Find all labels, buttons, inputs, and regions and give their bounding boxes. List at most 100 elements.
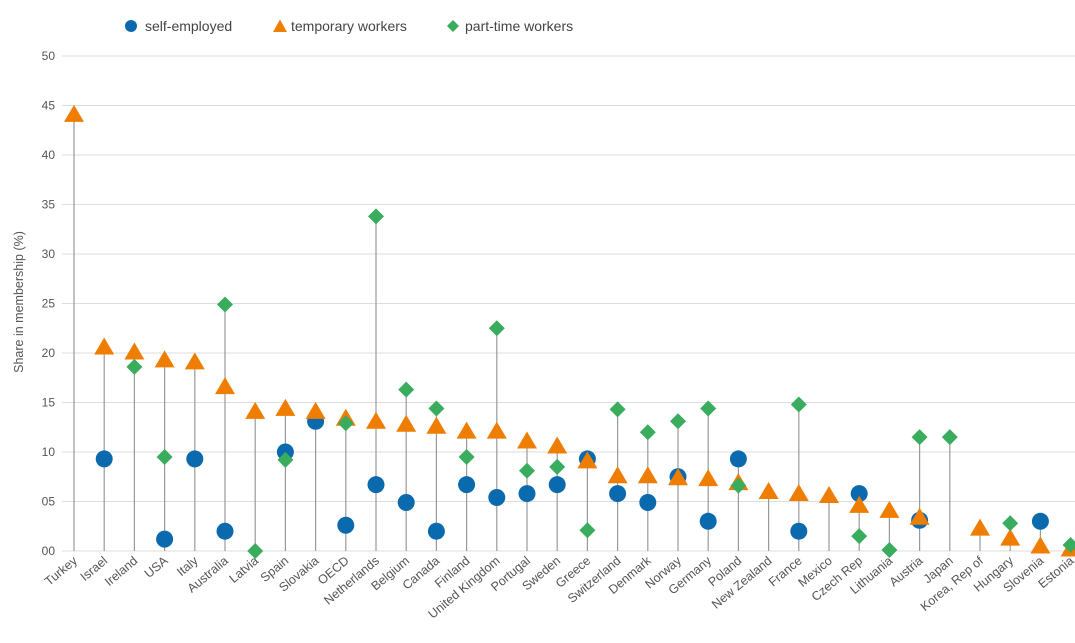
legend-label: temporary workers (291, 18, 407, 34)
legend-label: part-time workers (465, 18, 573, 34)
legend-label: self-employed (145, 18, 232, 34)
self-employed-point (95, 450, 113, 468)
temporary-workers-point (577, 451, 598, 469)
temporary-workers-point (64, 104, 84, 122)
self-employed-point (699, 512, 717, 530)
y-tick-label: 20 (42, 346, 56, 360)
y-tick-label: 25 (42, 297, 56, 311)
part-time-workers-point (217, 296, 233, 313)
part-time-workers-point (458, 448, 475, 465)
y-tick-label: 10 (42, 445, 56, 459)
y-tick-label: 05 (42, 495, 56, 509)
part-time-workers-point (368, 208, 384, 225)
temporary-workers-point (396, 414, 417, 432)
temporary-workers-point (215, 377, 235, 395)
legend-circle-icon (125, 20, 137, 32)
temporary-workers-point (849, 495, 870, 513)
legend: self-employed temporary workers part-tim… (125, 18, 573, 34)
part-time-workers-point (730, 477, 747, 494)
part-time-workers-point (670, 413, 686, 430)
legend-diamond-icon (447, 20, 459, 32)
temporary-workers-point (245, 401, 266, 419)
self-employed-point (639, 493, 657, 511)
self-employed-point (518, 485, 536, 503)
temporary-workers-point (184, 352, 205, 370)
x-category-label: Latvia (227, 554, 262, 586)
temporary-workers-point (366, 411, 386, 429)
temporary-workers-point (154, 350, 175, 368)
temporary-workers-point (698, 469, 719, 487)
legend-item-part-time-workers: part-time workers (447, 18, 573, 34)
temporary-workers-point (486, 421, 507, 439)
part-time-workers-point (488, 320, 505, 337)
x-category-label: Turkey (42, 553, 80, 588)
gridlines (62, 55, 1075, 552)
y-axis-title: Share in membership (%) (12, 231, 26, 373)
temporary-workers-point (124, 342, 145, 360)
part-time-workers-point (851, 528, 868, 545)
self-employed-point (790, 522, 808, 540)
y-tick-label: 45 (42, 99, 56, 113)
temporary-workers-point (607, 466, 628, 484)
self-employed-point (186, 450, 204, 468)
temporary-workers-point (637, 466, 658, 484)
temporary-workers-point (1000, 528, 1021, 546)
part-time-workers-point (609, 401, 626, 418)
self-employed-point (609, 485, 627, 503)
self-employed-point (488, 489, 506, 507)
self-employed-point (458, 476, 476, 494)
temporary-workers-point (456, 421, 477, 439)
part-time-workers-point (156, 448, 173, 465)
part-time-workers-point (1062, 537, 1075, 554)
x-category-label: Austria (887, 554, 926, 590)
y-tick-label: 35 (42, 198, 56, 212)
part-time-workers-point (941, 429, 958, 446)
self-employed-point (548, 476, 566, 494)
part-time-workers-point (579, 522, 596, 539)
temporary-workers-point (275, 398, 296, 416)
self-employed-point (850, 485, 868, 503)
y-tick-label: 15 (42, 396, 56, 410)
legend-triangle-icon (273, 19, 287, 32)
self-employed-point (216, 522, 234, 540)
part-time-workers-point (700, 400, 717, 417)
part-time-workers-point (247, 543, 264, 559)
part-time-workers-point (1002, 515, 1019, 532)
self-employed-point (729, 450, 747, 468)
part-time-workers-point (337, 415, 354, 432)
part-time-workers-point (549, 458, 566, 475)
temporary-workers-point (819, 486, 839, 504)
x-category-label: Ireland (102, 554, 140, 589)
y-tick-label: 30 (42, 247, 56, 261)
temporary-workers-point (788, 484, 809, 502)
temporary-workers-point (517, 431, 537, 449)
temporary-workers-point (426, 416, 447, 434)
x-category-label: USA (142, 553, 171, 581)
temporary-workers-point (909, 507, 930, 525)
legend-item-temporary-workers: temporary workers (273, 18, 407, 34)
self-employed-point (367, 476, 385, 494)
temporary-workers-point (970, 518, 990, 536)
self-employed-point (427, 522, 445, 540)
y-tick-label: 00 (42, 544, 56, 558)
y-axis-ticks: 00 05 10 15 20 25 30 35 40 45 50 (42, 49, 56, 558)
part-time-workers-point (881, 542, 898, 559)
stems (73, 115, 1072, 551)
part-time-workers-point (277, 451, 294, 468)
temporary-workers-point (305, 401, 326, 419)
part-time-workers-point (428, 400, 445, 417)
temporary-workers-point (94, 337, 115, 355)
part-time-workers-point (911, 429, 928, 446)
part-time-workers-point (126, 358, 143, 375)
part-time-workers-point (398, 381, 415, 398)
part-time-workers-point (639, 424, 656, 441)
temporary-workers-point (547, 436, 568, 454)
data-marks (64, 104, 1075, 559)
temporary-workers-point (668, 468, 688, 486)
part-time-workers-point (519, 462, 535, 479)
legend-item-self-employed: self-employed (125, 18, 232, 34)
self-employed-point (156, 530, 174, 548)
self-employed-point (397, 493, 415, 511)
self-employed-point (337, 516, 355, 534)
